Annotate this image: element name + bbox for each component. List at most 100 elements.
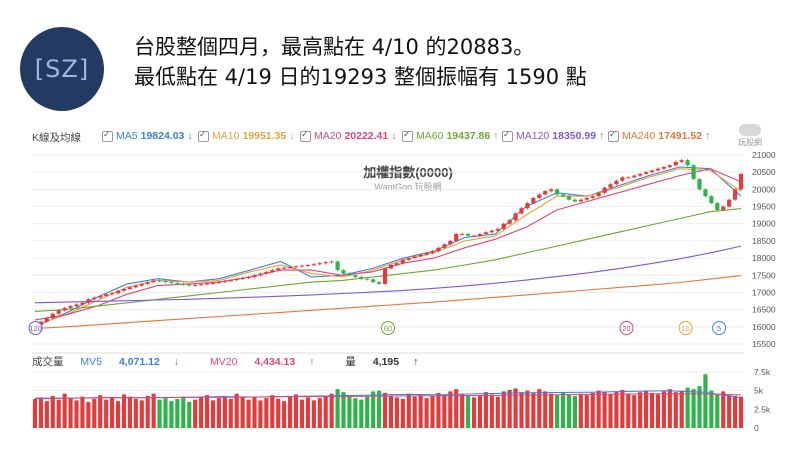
candle-body: [738, 173, 744, 190]
mv20-arrow: ↑: [309, 356, 315, 368]
candle-body: [584, 197, 589, 200]
volume-bar: [738, 396, 744, 428]
candle-body: [329, 261, 334, 263]
candle-body: [359, 276, 364, 279]
candle-body: [157, 280, 162, 282]
volume-bar: [210, 400, 216, 428]
candle-body: [638, 173, 643, 176]
ma-period-marker: [381, 321, 395, 335]
ma20-name: MA20: [314, 130, 342, 142]
volume-bar: [293, 394, 299, 428]
chart-subtitle: WantGoo 玩股網: [374, 182, 442, 192]
volume-bar: [679, 390, 684, 428]
candle-body: [626, 177, 631, 179]
kline-label: K線及均線: [32, 132, 82, 144]
volume-bar: [418, 395, 423, 428]
legend-ma20[interactable]: MA20 20222.41 ↓: [300, 129, 397, 142]
legend-mv20: MV20 4,434.13 ↑: [210, 356, 328, 368]
volume-bar: [56, 399, 61, 428]
ma5-value: 19824.03: [140, 130, 185, 142]
legend-ma240[interactable]: MA240 17491.52 ↑: [608, 129, 710, 142]
y-tick-label: 16500: [752, 305, 776, 315]
volume-bar: [127, 396, 132, 428]
candle-body: [305, 264, 310, 266]
candle-body: [56, 310, 61, 314]
volume-bar: [691, 389, 696, 428]
candle-body: [590, 196, 595, 198]
volume-bar: [110, 397, 115, 428]
legend-ma60[interactable]: MA60 19437.86 ↑: [402, 129, 498, 142]
volume-bar: [234, 393, 239, 428]
candle-body: [210, 282, 216, 284]
volume-legend: 成交量 MV5 4,071.12 ↓ MV20 4,434.13 ↑ 量 4,195…: [32, 354, 446, 369]
volume-bar: [466, 395, 471, 428]
candle-body: [222, 281, 227, 283]
candle-body: [709, 196, 714, 204]
volume-bar: [608, 394, 613, 428]
ma-period-marker: [712, 321, 727, 335]
candle-body: [572, 199, 577, 202]
candle-body: [501, 223, 506, 229]
candle-body: [234, 279, 239, 281]
y-tick-label: 15500: [752, 339, 776, 349]
ma-line-ma20: [34, 168, 742, 321]
volume-bar: [721, 391, 726, 428]
volume-bar: [121, 394, 127, 428]
candle-body: [566, 196, 572, 200]
volume-bar: [228, 398, 233, 428]
ma5-checkbox[interactable]: [102, 129, 113, 142]
candle-body: [394, 263, 399, 265]
volume-bar: [199, 397, 204, 428]
volume-bar: [543, 391, 548, 428]
ma20-arrow: ↓: [391, 130, 397, 142]
volume-bar: [258, 400, 263, 428]
volume-bar: [572, 395, 577, 428]
candle-body: [460, 234, 465, 236]
volume-bar: [460, 393, 465, 428]
volume-bar: [614, 391, 619, 428]
candle-body: [80, 302, 85, 305]
volume-tick-label: 5k: [754, 386, 764, 396]
y-tick-label: 20500: [752, 167, 776, 177]
volume-bar: [632, 395, 637, 428]
candle-body: [139, 283, 144, 286]
ma120-name: MA120: [516, 130, 550, 142]
candle-body: [649, 170, 655, 173]
candle-body: [115, 290, 121, 294]
volume-bar: [555, 395, 560, 428]
volume-label: 成交量: [32, 356, 64, 368]
candle-body: [92, 297, 97, 300]
candle-body: [282, 267, 287, 269]
candle-body: [531, 197, 536, 204]
legend-ma120[interactable]: MA120 18350.99 ↑: [502, 129, 604, 142]
candle-body: [448, 240, 453, 245]
candle-body: [632, 175, 637, 178]
candle-body: [62, 307, 67, 311]
candle-body: [697, 179, 702, 190]
candle-body: [145, 282, 150, 284]
candle-body: [163, 281, 168, 283]
candle-body: [388, 264, 394, 269]
ma10-checkbox[interactable]: [198, 129, 209, 142]
headline-line-2: 最低點在 4/19 日的19293 整個振幅有 1590 點: [134, 65, 587, 89]
volume-bar: [329, 393, 334, 428]
y-tick-label: 16000: [752, 322, 776, 332]
candle-body: [477, 234, 483, 236]
ma10-arrow: ↓: [289, 130, 295, 142]
candle-body: [44, 318, 49, 322]
ma20-checkbox[interactable]: [300, 129, 311, 142]
ma120-value: 18350.99: [552, 130, 597, 142]
legend-ma10[interactable]: MA10 19951.35 ↓: [198, 129, 295, 142]
candle-body: [151, 280, 156, 283]
ma60-checkbox[interactable]: [402, 129, 413, 142]
candle-body: [495, 228, 500, 231]
volume-bar: [50, 395, 55, 428]
legend-ma5[interactable]: MA5 19824.03 ↓: [102, 129, 193, 142]
ma120-checkbox[interactable]: [502, 129, 513, 142]
volume-bar: [169, 401, 174, 428]
headline: 台股整個四月，最高點在 4/10 的20883。 最低點在 4/19 日的192…: [134, 32, 587, 92]
volume-bar: [483, 392, 488, 428]
candle-body: [644, 172, 649, 174]
volume-bar: [187, 401, 192, 428]
ma240-checkbox[interactable]: [608, 129, 619, 142]
